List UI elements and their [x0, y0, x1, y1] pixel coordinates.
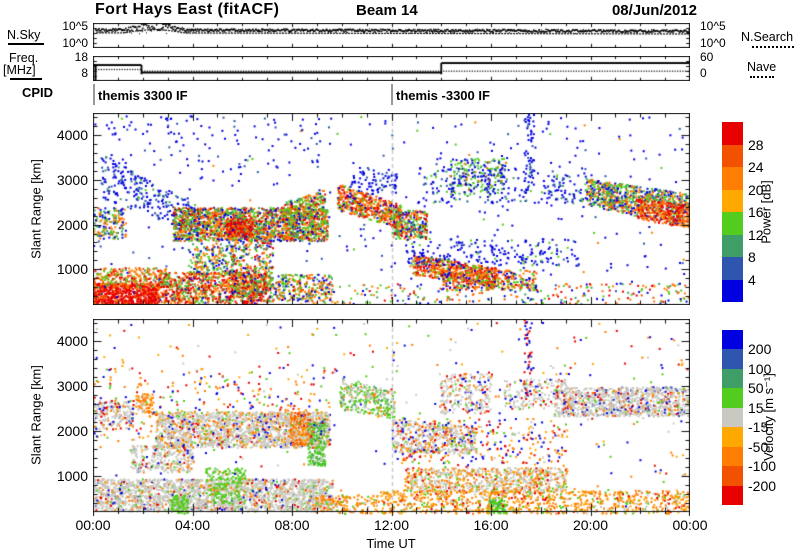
power-colorbar-segment: [722, 167, 743, 190]
velocity-panel: [93, 319, 690, 518]
x-tick-label: 20:00: [572, 517, 609, 533]
velocity-scatter-canvas: [93, 319, 690, 518]
noise-panel-canvas: [93, 23, 690, 48]
noise_axis-right-tick-label: 10^0: [700, 36, 726, 50]
noise_axis-right-tick-label: 10^5: [700, 19, 726, 33]
freq-panel: [93, 56, 690, 81]
cpid-divider: [391, 84, 393, 105]
velocity-colorbar-segment: [722, 427, 743, 447]
velocity-y-tick-label: 1000: [56, 468, 88, 485]
freq_axis-right-tick-label: 0: [700, 66, 707, 80]
velocity-colorbar-segment: [722, 485, 743, 505]
velocity-colorbar-segment: [722, 407, 743, 428]
x-tick-label: 00:00: [672, 517, 708, 533]
power-colorbar-segment: [722, 144, 743, 167]
beam-label: Beam 14: [356, 2, 418, 19]
velocity-colorbar-tick-label: 100: [748, 360, 772, 377]
noise_axis-left-tick-label: 10^0: [62, 36, 88, 50]
velocity-colorbar-segment: [722, 388, 743, 408]
power-colorbar-tick-label: 16: [748, 204, 764, 220]
freq_axis-right-tick-label: 60: [700, 50, 714, 64]
velocity-y-tick-label: 4000: [56, 333, 88, 350]
power-y-tick-label: 2000: [56, 216, 88, 233]
power-colorbar-segment: [722, 234, 743, 257]
nsearch-label: N.Search: [741, 30, 794, 44]
velocity-colorbar-segment: [722, 349, 743, 369]
cpid-label: CPID: [22, 85, 54, 100]
noise-panel: [93, 23, 690, 48]
velocity-colorbar-segment: [722, 368, 743, 389]
x-tick-label: 12:00: [373, 517, 410, 533]
velocity-colorbar-tick-label: 15: [748, 399, 764, 416]
power-colorbar-segment: [722, 257, 743, 280]
power-colorbar-segment: [722, 189, 743, 212]
velocity-colorbar-tick-label: -200: [748, 477, 777, 494]
dotted-line-legend-icon: [752, 46, 794, 48]
power-colorbar-tick-label: 28: [748, 136, 764, 153]
solid-line-legend-icon: [10, 78, 42, 80]
cpid-entry: themis -3300 IF: [396, 88, 490, 103]
velocity-colorbar-segment: [722, 330, 743, 350]
nsky-label: N.Sky: [7, 28, 41, 42]
velocity-colorbar-segment: [722, 466, 743, 486]
velocity-colorbar-tick-label: -15: [748, 419, 769, 436]
freq-panel-canvas: [93, 56, 690, 81]
x-tick-label: 16:00: [473, 517, 509, 533]
nave-label: Nave: [747, 60, 777, 74]
power-colorbar-tick-label: 24: [748, 159, 764, 175]
power-panel: [93, 113, 690, 305]
velocity-y-tick-label: 2000: [56, 423, 88, 440]
power-yaxis-title: Slant Range [km]: [28, 159, 44, 259]
page-title: Fort Hays East (fitACF): [95, 1, 280, 18]
noise_axis-left-tick-label: 10^5: [62, 19, 88, 33]
velocity-colorbar-tick-label: 200: [748, 341, 772, 358]
velocity-y-tick-label: 3000: [56, 378, 88, 395]
power-colorbar-tick-label: 4: [748, 271, 756, 288]
x-tick-label: 08:00: [274, 517, 310, 533]
power-colorbar-tick-label: 8: [748, 249, 756, 265]
power-y-tick-label: 4000: [56, 127, 88, 144]
velocity-colorbar: [722, 330, 743, 505]
cpid-divider: [93, 84, 95, 105]
time-axis-title: Time UT: [366, 536, 416, 551]
power-y-tick-label: 1000: [56, 261, 88, 278]
velocity-colorbar-segment: [722, 446, 743, 467]
freq_axis-left-tick-label: 18: [74, 50, 88, 64]
solid-line-legend-icon: [8, 43, 44, 45]
velocity-colorbar-tick-label: -50: [748, 438, 769, 455]
power-colorbar-segment: [722, 122, 743, 145]
velocity-yaxis-title: Slant Range [km]: [28, 365, 44, 465]
power-colorbar-segment: [722, 212, 743, 235]
cpid-entry: themis 3300 IF: [98, 88, 188, 103]
x-tick-label: 04:00: [174, 517, 211, 533]
power-y-tick-label: 3000: [56, 171, 88, 188]
power-colorbar-tick-label: 20: [748, 181, 764, 198]
freq_axis-left-tick-label: 8: [81, 66, 88, 80]
date-label: 08/Jun/2012: [611, 2, 697, 19]
freq-unit-label: [MHz]: [3, 63, 36, 77]
power-colorbar-tick-label: 12: [748, 226, 764, 243]
power-colorbar-segment: [722, 279, 743, 302]
freq-label: Freq.: [9, 51, 39, 65]
velocity-colorbar-tick-label: 50: [748, 380, 764, 397]
dotted-line-legend-icon: [750, 76, 774, 78]
velocity-colorbar-tick-label: -100: [748, 458, 777, 475]
power-colorbar: [722, 122, 743, 302]
power-scatter-canvas: [93, 113, 690, 305]
x-tick-label: 00:00: [75, 517, 111, 533]
